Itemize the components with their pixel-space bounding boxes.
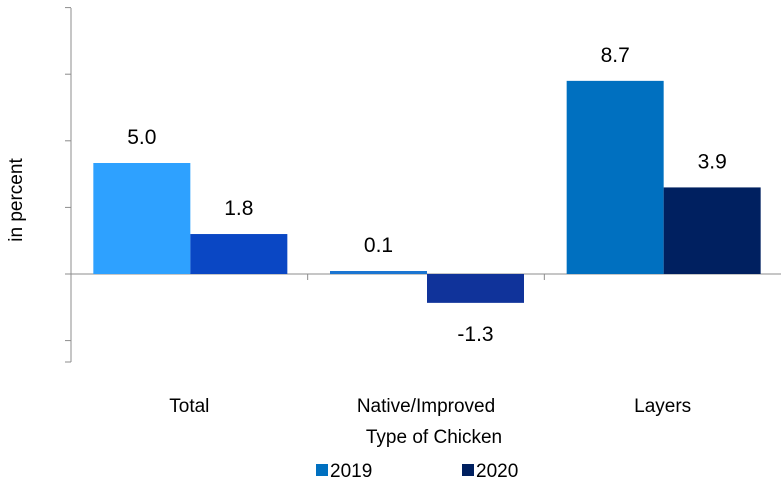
bar-2019-0 xyxy=(93,163,191,274)
x-axis-ticks xyxy=(307,274,545,280)
bar-2020-2 xyxy=(663,187,761,274)
category-labels-group: Total Native/Improved Layers xyxy=(169,396,691,417)
data-label-2019-1: 0.1 xyxy=(364,234,393,257)
y-axis-title: in percent xyxy=(6,158,27,242)
legend-label-2020: 2020 xyxy=(476,461,518,482)
bars-group xyxy=(93,80,761,303)
bar-2020-0 xyxy=(190,234,288,274)
data-label-2019-2: 8.7 xyxy=(601,44,630,67)
category-label-0: Total xyxy=(169,396,209,417)
data-label-2020-1: -1.3 xyxy=(457,323,493,346)
y-axis-ticks xyxy=(65,7,71,363)
data-label-2020-0: 1.8 xyxy=(224,197,253,220)
legend-swatch-2019 xyxy=(316,464,328,476)
legend-swatch-2020 xyxy=(462,464,474,476)
category-label-1: Native/Improved xyxy=(357,396,495,417)
legend-label-2019: 2019 xyxy=(330,461,372,482)
bar-2019-2 xyxy=(566,80,664,274)
legend: 2019 2020 xyxy=(316,461,518,482)
data-label-2020-2: 3.9 xyxy=(698,150,727,173)
x-axis-title: Type of Chicken xyxy=(366,427,502,448)
category-label-2: Layers xyxy=(634,396,691,417)
data-labels-group: 5.0 1.8 0.1 -1.3 8.7 3.9 xyxy=(127,44,727,346)
bar-2020-1 xyxy=(427,274,524,303)
bar-2019-1 xyxy=(330,271,427,274)
data-label-2019-0: 5.0 xyxy=(127,126,156,149)
